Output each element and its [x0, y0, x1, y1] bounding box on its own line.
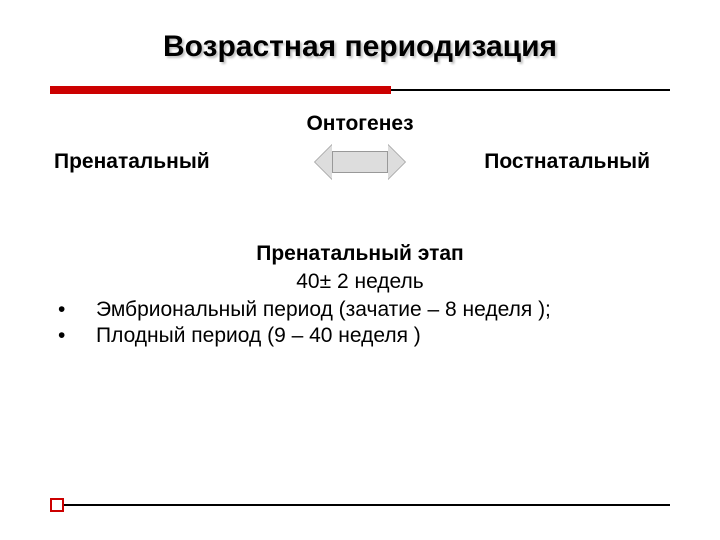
bullet-text: Эмбриональный период (зачатие – 8 неделя…	[96, 298, 551, 322]
ontogenesis-row: Пренатальный Постнатальный	[50, 142, 670, 182]
footer-box-icon	[50, 498, 64, 512]
prenatal-label: Пренатальный	[54, 150, 210, 174]
section-subtitle: 40± 2 недель	[50, 270, 670, 294]
bullet-text: Плодный период (9 – 40 неделя )	[96, 324, 421, 348]
slide: Возрастная периодизация Онтогенез Пренат…	[0, 0, 720, 540]
list-item: • Плодный период (9 – 40 неделя )	[58, 324, 670, 348]
ontogenesis-label: Онтогенез	[50, 112, 670, 136]
postnatal-label: Постнатальный	[484, 150, 650, 174]
page-title: Возрастная периодизация	[50, 30, 670, 64]
list-item: • Эмбриональный период (зачатие – 8 неде…	[58, 298, 670, 322]
footer-divider	[50, 504, 670, 506]
bullet-icon: •	[58, 298, 96, 322]
title-divider	[50, 86, 670, 94]
title-divider-red	[50, 86, 391, 94]
bullet-icon: •	[58, 324, 96, 348]
double-arrow-icon	[314, 142, 406, 182]
section-title: Пренатальный этап	[50, 242, 670, 266]
bullet-list: • Эмбриональный период (зачатие – 8 неде…	[50, 298, 670, 348]
title-divider-black	[391, 89, 670, 91]
